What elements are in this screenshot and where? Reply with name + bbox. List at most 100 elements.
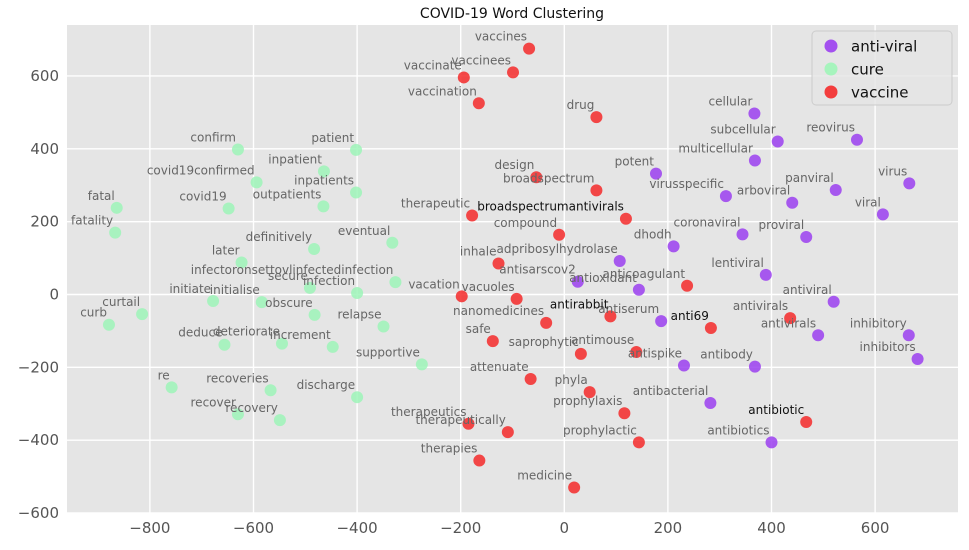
point-label: later xyxy=(212,243,240,257)
point-vaccine-phyla xyxy=(583,386,596,399)
point-anti-viral-viral xyxy=(876,208,889,221)
point-anti-viral-potent xyxy=(649,167,662,180)
point-label: antioxidant xyxy=(569,271,637,285)
point-label: safe xyxy=(466,322,491,336)
point-cure-re xyxy=(165,381,178,394)
point-label: recovery xyxy=(225,401,278,415)
point-label: inhibitors xyxy=(860,340,916,354)
x-tick-label: 0 xyxy=(560,519,570,537)
point-cure-patient xyxy=(350,143,363,156)
legend-marker-anti-viral xyxy=(824,39,838,53)
point-anti-viral-dhodh xyxy=(667,240,680,253)
point-vaccine-antibiotic xyxy=(800,415,813,428)
point-label: broadspectrumantivirals xyxy=(477,200,624,214)
point-label: panviral xyxy=(785,171,834,185)
point-vaccine-saprophytic xyxy=(574,347,587,360)
point-vaccine-prophylaxis xyxy=(618,407,631,420)
x-tick-label: 600 xyxy=(861,519,890,537)
point-cure-fatality xyxy=(109,226,122,239)
point-label: design xyxy=(495,158,535,172)
point-label: antiviral xyxy=(783,283,832,297)
point-label: antibiotic xyxy=(748,403,804,417)
y-axis: −600 −400 −200 0 200 400 600 xyxy=(18,67,59,522)
point-label: antivirals xyxy=(733,299,788,313)
point-anti-viral-inhibitory xyxy=(902,329,915,342)
point-anti-viral-lentiviral xyxy=(759,268,772,281)
legend-box xyxy=(811,30,953,106)
point-label: inhale xyxy=(460,245,497,259)
point-label: potent xyxy=(615,155,655,169)
y-tick-label: 600 xyxy=(30,67,59,85)
x-tick-label: −600 xyxy=(233,519,274,537)
point-label: recover xyxy=(191,395,236,409)
point-vaccine-drug xyxy=(590,111,603,124)
point-anti-viral-antivirals xyxy=(812,329,825,342)
point-cure-definitively xyxy=(308,242,321,255)
point-label: arboviral xyxy=(737,184,790,198)
point-anti-viral-virusspecific xyxy=(719,190,732,203)
legend: anti-viral cure vaccine xyxy=(811,30,953,106)
point-anti-viral-inhibitors xyxy=(911,352,924,365)
point-label: prophylaxis xyxy=(553,394,622,408)
point-cure-inpatient xyxy=(317,165,330,178)
y-tick-label: 200 xyxy=(30,213,59,231)
point-label: compound xyxy=(494,216,557,230)
point-label: vaccinate xyxy=(404,58,462,72)
point-labels: cellular subcellular reovirus multicellular… xyxy=(71,30,916,483)
point-label: inpatient xyxy=(268,152,322,166)
legend-marker-cure xyxy=(824,62,838,76)
point-cure-outpatients xyxy=(317,200,330,213)
point-label: supportive xyxy=(356,345,420,359)
y-tick-label: −600 xyxy=(18,504,59,522)
chart-title: COVID-19 Word Clustering xyxy=(420,6,604,22)
y-tick-label: −400 xyxy=(18,431,59,449)
point-label: antisarscov2 xyxy=(499,263,575,277)
point-label: therapies xyxy=(421,442,478,456)
point-label: confirm xyxy=(190,131,236,145)
point-label: inpatients xyxy=(294,174,354,188)
point-vaccine-vaccinate xyxy=(457,71,470,84)
x-tick-label: 200 xyxy=(654,519,683,537)
point-label: vaccination xyxy=(408,84,477,98)
point-label: adpribosylhydrolase xyxy=(497,242,618,256)
point-label: vaccines xyxy=(475,30,527,44)
point-label: antibacterial xyxy=(633,384,709,398)
legend-entry-vaccine: vaccine xyxy=(851,84,908,102)
point-cure-curtail xyxy=(136,308,149,321)
point-cure-secure xyxy=(303,281,316,294)
point-label: curtail xyxy=(102,295,140,309)
point-anti-viral-antiviral xyxy=(827,295,840,308)
point-label: subcellular xyxy=(710,123,775,137)
point-vaccine-therapeutic xyxy=(466,209,479,222)
point-label: infectoronsettovlinfectedinfection xyxy=(191,263,394,277)
point-label: viral xyxy=(855,195,881,209)
point-label: fatal xyxy=(88,189,115,203)
point-vaccine-therapies xyxy=(473,454,486,467)
point-label: lentiviral xyxy=(711,256,763,270)
point-cure-fatal xyxy=(110,201,123,214)
y-tick-label: 0 xyxy=(49,285,59,303)
point-label: relapse xyxy=(338,308,382,322)
point-vaccine-vaccines xyxy=(523,42,536,55)
point-label: deduce xyxy=(178,326,222,340)
point-label: discharge xyxy=(297,378,355,392)
point-vaccine-design xyxy=(530,171,543,184)
legend-marker-vaccine xyxy=(824,85,838,99)
point-cure-inpatients xyxy=(350,186,363,199)
x-tick-label: −400 xyxy=(336,519,377,537)
point-label: drug xyxy=(567,98,595,112)
point-cure-covid19confirmed xyxy=(250,176,263,189)
point-vaccine-antimouse xyxy=(630,346,643,359)
point-anti-viral-antibody xyxy=(748,360,761,373)
point-label: multicellular xyxy=(678,141,753,155)
point-anti-viral-antisarscov2 xyxy=(571,275,584,288)
point-anti-viral-arboviral xyxy=(786,196,799,209)
point-label: recoveries xyxy=(206,371,268,385)
point-label: virusspecific xyxy=(649,177,724,191)
point-vaccine-prophylactic xyxy=(632,436,645,449)
point-label: obscure xyxy=(265,296,312,310)
point-label: curb xyxy=(80,306,107,320)
point-label: inhibitory xyxy=(850,316,907,330)
point-vaccine-vacuoles xyxy=(510,292,523,305)
